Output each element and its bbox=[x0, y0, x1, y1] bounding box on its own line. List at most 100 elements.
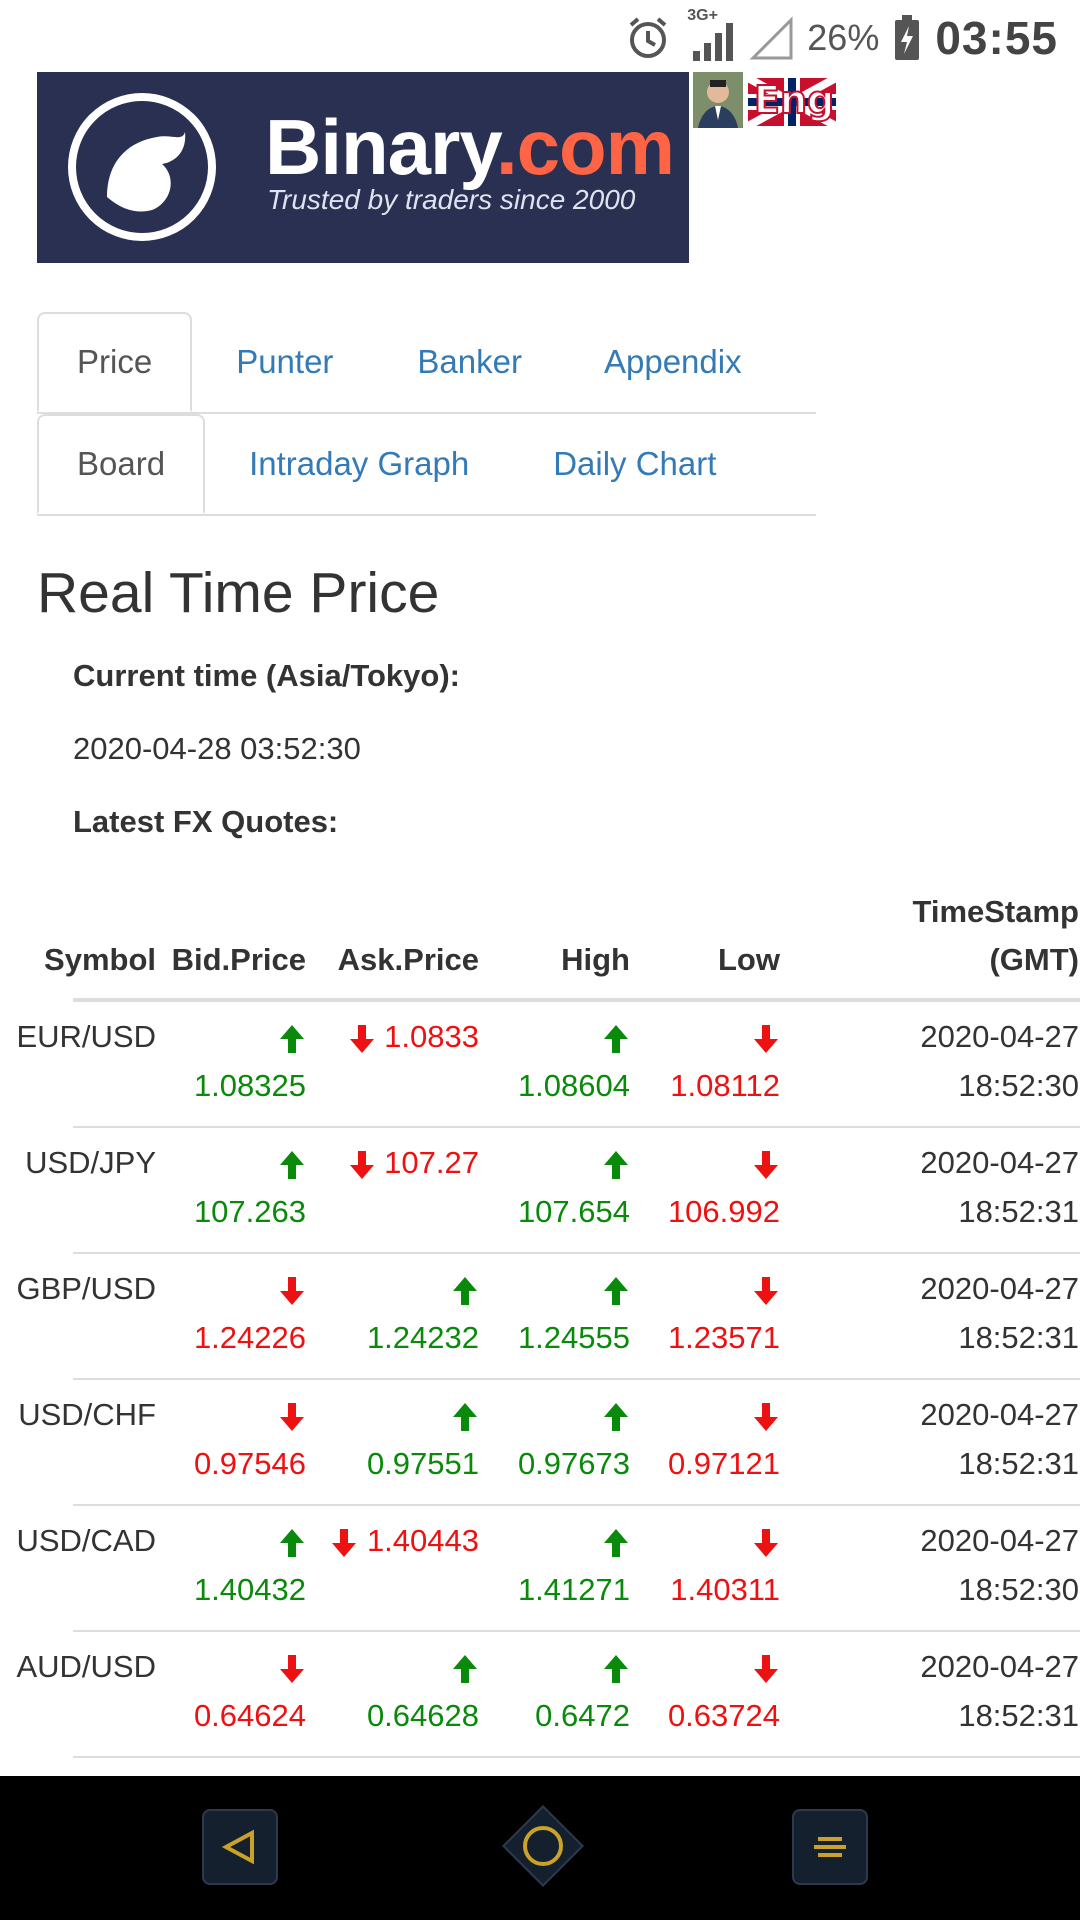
ask-price-cell: 107.27 bbox=[348, 1138, 479, 1187]
table-row: EUR/USD 1.08325 1.0833 1.08604 1.08112 2020-… bbox=[16, 1002, 1080, 1128]
page-title: Real Time Price bbox=[37, 561, 440, 625]
arrow-up-icon bbox=[604, 1150, 628, 1179]
bull-logo-icon bbox=[68, 93, 216, 241]
timestamp-cell: 2020-04-27 18:52:30 bbox=[920, 1523, 1079, 1607]
arrow-down-icon bbox=[754, 1150, 778, 1179]
bid-price-value: 1.08325 bbox=[193, 1068, 306, 1103]
ask-price-cell: 1.40443 bbox=[330, 1516, 479, 1565]
network-type-label: 3G+ bbox=[687, 7, 718, 24]
table-row: USD/JPY 107.263 107.27 107.654 106.992 2020-… bbox=[25, 1128, 1080, 1254]
table-row: USD/CHF 0.97546 0.97551 0.97673 0.97121 2020-… bbox=[18, 1380, 1080, 1506]
ask-price-cell: 0.64628 bbox=[367, 1642, 479, 1740]
table-row: GBP/USD 1.24226 1.24232 1.24555 1.23571 2020-… bbox=[16, 1254, 1080, 1380]
symbol-cell: AUD/USD bbox=[16, 1649, 156, 1684]
arrow-up-icon bbox=[604, 1654, 628, 1683]
high-price-cell: 0.97673 bbox=[518, 1390, 630, 1488]
ask-price-value: 1.40443 bbox=[366, 1523, 479, 1558]
tab-board[interactable]: Board bbox=[37, 414, 206, 514]
high-price-cell: 1.08604 bbox=[518, 1012, 630, 1110]
high-price-value: 107.654 bbox=[517, 1194, 630, 1229]
clock-time: 03:55 bbox=[935, 12, 1058, 64]
arrow-down-icon bbox=[754, 1276, 778, 1305]
high-price-value: 0.97673 bbox=[517, 1446, 630, 1481]
arrow-up-icon bbox=[604, 1276, 628, 1305]
high-price-cell: 107.654 bbox=[518, 1138, 630, 1236]
arrow-up-icon bbox=[604, 1024, 628, 1053]
low-price-value: 0.97121 bbox=[667, 1446, 780, 1481]
secondary-tabs: Board Intraday Graph Daily Chart bbox=[37, 414, 816, 516]
menu-icon bbox=[814, 1837, 846, 1857]
author-avatar[interactable] bbox=[693, 72, 743, 128]
ask-price-cell: 1.0833 bbox=[348, 1012, 479, 1061]
signal-empty-icon bbox=[749, 16, 793, 60]
arrow-up-icon bbox=[453, 1276, 477, 1305]
bid-price-cell: 0.97546 bbox=[194, 1390, 306, 1488]
fx-quotes-table: Symbol Bid.Price Ask.Price High Low Time… bbox=[16, 880, 1080, 1758]
home-button[interactable] bbox=[495, 1798, 591, 1894]
timestamp-cell: 2020-04-27 18:52:30 bbox=[920, 1019, 1079, 1103]
low-price-cell: 0.63724 bbox=[668, 1642, 780, 1740]
back-icon bbox=[221, 1829, 254, 1865]
primary-tabs: Price Punter Banker Appendix bbox=[37, 312, 816, 414]
tab-intraday-graph[interactable]: Intraday Graph bbox=[249, 445, 470, 482]
ask-price-cell: 1.24232 bbox=[367, 1264, 479, 1362]
arrow-down-icon bbox=[754, 1654, 778, 1683]
home-icon bbox=[523, 1826, 563, 1866]
ask-price-value: 0.64628 bbox=[366, 1698, 479, 1733]
symbol-cell: USD/CAD bbox=[16, 1523, 156, 1558]
binary-logo-banner[interactable]: Binary.com Trusted by traders since 2000 bbox=[37, 72, 689, 263]
arrow-down-icon bbox=[754, 1024, 778, 1053]
high-price-value: 1.24555 bbox=[517, 1320, 630, 1355]
bid-price-value: 107.263 bbox=[193, 1194, 306, 1229]
menu-button[interactable] bbox=[792, 1809, 868, 1885]
signal-3g-icon: 3G+ bbox=[685, 7, 735, 63]
header-timestamp: TimeStamp (GMT) bbox=[912, 894, 1079, 977]
high-price-value: 0.6472 bbox=[535, 1698, 630, 1733]
symbol-cell: EUR/USD bbox=[16, 1019, 156, 1054]
arrow-down-icon bbox=[754, 1402, 778, 1431]
symbol-cell: USD/CHF bbox=[18, 1397, 156, 1432]
bid-price-cell: 0.64624 bbox=[194, 1642, 306, 1740]
bid-price-value: 0.64624 bbox=[193, 1698, 306, 1733]
ask-price-value: 107.27 bbox=[384, 1145, 479, 1180]
arrow-down-icon bbox=[349, 1150, 374, 1179]
tab-banker[interactable]: Banker bbox=[417, 343, 522, 380]
arrow-up-icon bbox=[280, 1528, 304, 1557]
arrow-up-icon bbox=[604, 1528, 628, 1557]
header-bid-price: Bid.Price bbox=[171, 942, 306, 977]
language-label: Eng bbox=[753, 77, 835, 123]
tab-price[interactable]: Price bbox=[37, 312, 193, 412]
header-ask-price: Ask.Price bbox=[337, 942, 479, 977]
arrow-down-icon bbox=[280, 1654, 304, 1683]
tab-appendix[interactable]: Appendix bbox=[603, 343, 742, 380]
low-price-cell: 106.992 bbox=[668, 1138, 780, 1236]
low-price-value: 1.40311 bbox=[670, 1572, 780, 1607]
tab-daily-chart[interactable]: Daily Chart bbox=[553, 445, 717, 482]
fx-quotes-label: Latest FX Quotes: bbox=[73, 804, 339, 839]
navigation-bar bbox=[0, 1776, 1080, 1920]
tab-punter[interactable]: Punter bbox=[236, 343, 334, 380]
low-price-cell: 1.08112 bbox=[670, 1012, 780, 1110]
header-high: High bbox=[561, 942, 630, 977]
battery-charging-icon bbox=[895, 15, 920, 60]
bid-price-value: 1.40432 bbox=[193, 1572, 306, 1607]
bid-price-cell: 1.24226 bbox=[194, 1264, 306, 1362]
arrow-down-icon bbox=[280, 1402, 304, 1431]
high-price-cell: 0.6472 bbox=[535, 1642, 630, 1740]
brand-tagline: Trusted by traders since 2000 bbox=[267, 184, 636, 215]
back-button[interactable] bbox=[202, 1809, 278, 1885]
arrow-up-icon bbox=[453, 1654, 477, 1683]
language-flag-button[interactable]: Eng bbox=[744, 72, 840, 130]
low-price-value: 1.08112 bbox=[670, 1068, 780, 1103]
timestamp-cell: 2020-04-27 18:52:31 bbox=[920, 1145, 1079, 1229]
arrow-down-icon bbox=[332, 1528, 357, 1557]
alarm-icon bbox=[629, 17, 667, 58]
header-low: Low bbox=[718, 942, 780, 977]
high-price-value: 1.08604 bbox=[517, 1068, 630, 1103]
bid-price-value: 1.24226 bbox=[193, 1320, 306, 1355]
high-price-cell: 1.41271 bbox=[518, 1516, 630, 1614]
arrow-down-icon bbox=[349, 1024, 374, 1053]
high-price-cell: 1.24555 bbox=[518, 1264, 630, 1362]
bid-price-cell: 1.40432 bbox=[194, 1516, 306, 1614]
arrow-up-icon bbox=[453, 1402, 477, 1431]
